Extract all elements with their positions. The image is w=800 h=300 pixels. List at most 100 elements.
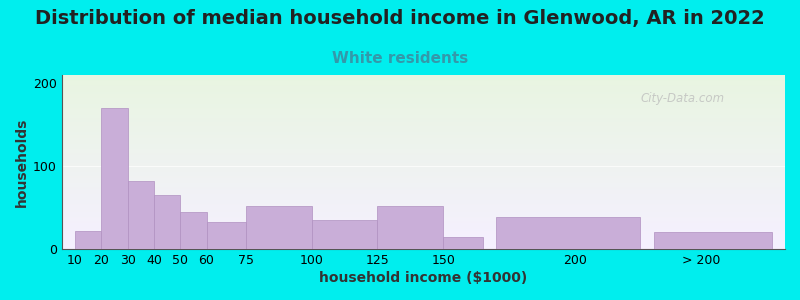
Bar [62,215,785,216]
Bar [62,153,785,154]
Bar [62,245,785,246]
Bar [62,188,785,189]
Bar [62,145,785,146]
Bar [62,182,785,183]
Bar [62,181,785,182]
Bar [62,233,785,234]
Bar [62,213,785,214]
Bar [62,109,785,110]
Bar [62,132,785,133]
Bar [496,218,640,249]
X-axis label: household income ($1000): household income ($1000) [319,271,527,285]
Bar [62,175,785,176]
Bar [62,200,785,201]
Bar [206,222,246,249]
Bar [62,239,785,240]
Bar [62,129,785,130]
Bar [62,212,785,213]
Bar [62,234,785,235]
Bar [62,211,785,212]
Bar [62,235,785,236]
Bar [62,90,785,91]
Bar [62,227,785,228]
Bar [62,246,785,247]
Bar [62,176,785,177]
Bar [62,156,785,157]
Bar [62,104,785,105]
Bar [62,95,785,96]
Bar [62,167,785,168]
Bar [62,229,785,230]
Bar [62,210,785,211]
Bar [62,177,785,178]
Bar [62,131,785,132]
Bar [62,226,785,227]
Bar [62,164,785,165]
Bar [62,149,785,150]
Bar [62,203,785,204]
Bar [62,225,785,226]
Bar [62,78,785,79]
Bar [62,134,785,135]
Bar [62,106,785,107]
Bar [62,192,785,193]
Bar [62,76,785,77]
Bar [62,238,785,239]
Bar [62,137,785,138]
Bar [62,216,785,217]
Bar [62,111,785,112]
Bar [62,168,785,169]
Text: White residents: White residents [332,51,468,66]
Bar [62,231,785,232]
Bar [62,75,785,76]
Bar [62,98,785,99]
Bar [62,142,785,143]
Bar [62,96,785,97]
Bar [62,124,785,125]
Bar [62,141,785,142]
Bar [62,201,785,202]
Bar [62,169,785,170]
Bar [62,130,785,131]
Bar [62,148,785,149]
Bar [62,110,785,111]
Bar [75,231,102,249]
Bar [62,107,785,108]
Bar [62,228,785,229]
Bar [62,115,785,116]
Bar [62,199,785,200]
Text: Distribution of median household income in Glenwood, AR in 2022: Distribution of median household income … [35,9,765,28]
Bar [62,161,785,162]
Bar [654,232,772,249]
Bar [62,146,785,147]
Bar [62,118,785,119]
Bar [62,206,785,207]
Bar [246,206,312,249]
Bar [62,208,785,209]
Bar [62,85,785,86]
Bar [62,172,785,173]
Bar [62,219,785,220]
Bar [62,193,785,194]
Bar [62,240,785,241]
Bar [62,113,785,114]
Bar [62,224,785,225]
Bar [62,165,785,166]
Text: City-Data.com: City-Data.com [640,92,725,105]
Bar [62,92,785,93]
Bar [62,139,785,140]
Bar [62,237,785,238]
Y-axis label: households: households [15,117,29,207]
Bar [62,135,785,136]
Bar [62,136,785,137]
Bar [62,222,785,223]
Bar [62,205,785,206]
Bar [62,207,785,208]
Bar [62,184,785,185]
Bar [62,128,785,129]
Bar [62,120,785,121]
Bar [62,223,785,224]
Bar [62,171,785,172]
Bar [128,181,154,249]
Bar [62,127,785,128]
